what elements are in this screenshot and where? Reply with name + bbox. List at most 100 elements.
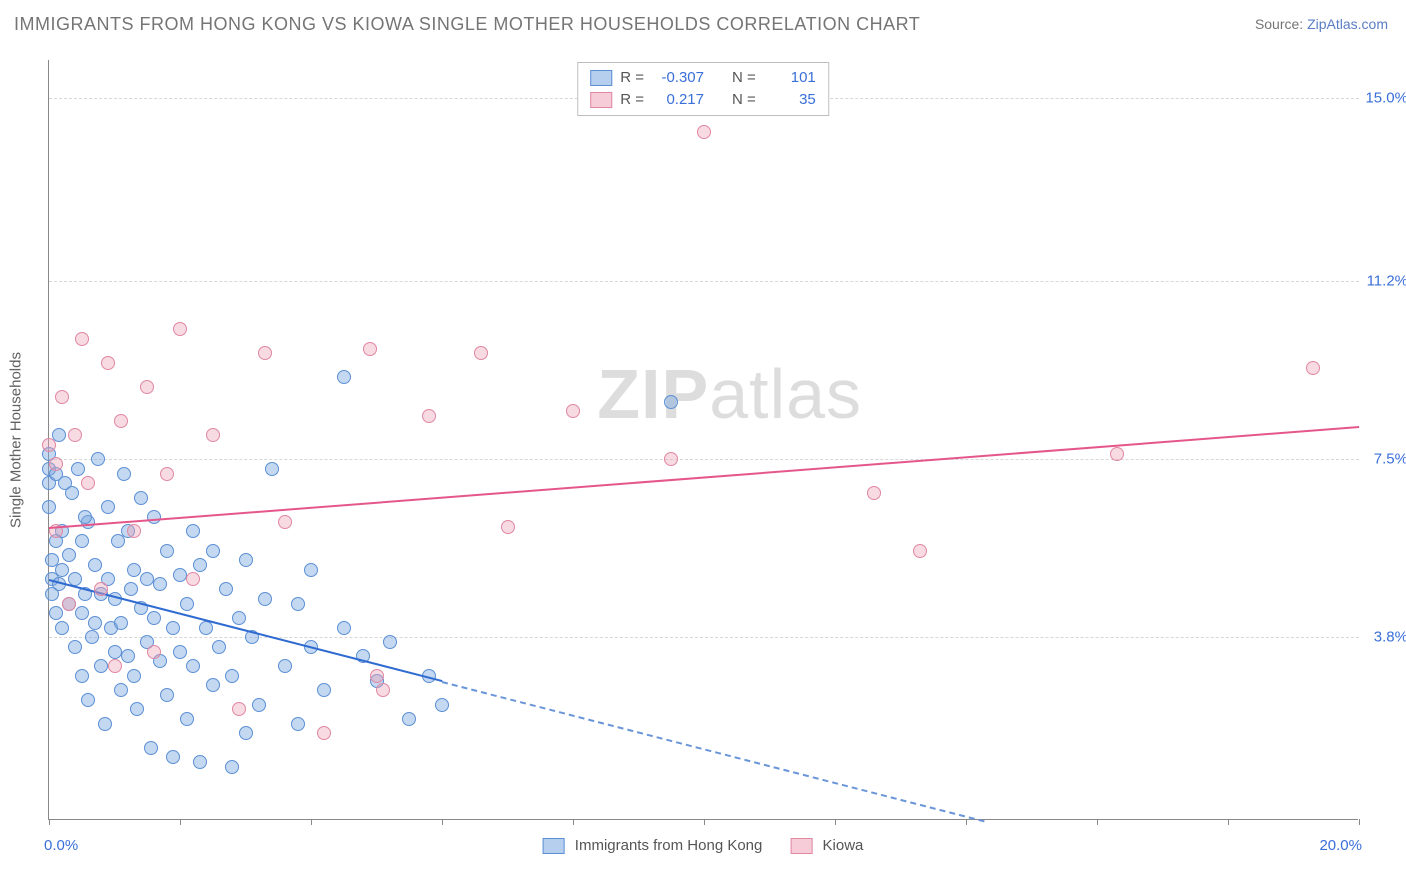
legend-r-label: R = bbox=[620, 67, 644, 89]
legend-swatch-blue bbox=[543, 838, 565, 854]
data-point bbox=[402, 712, 416, 726]
chart-title: IMMIGRANTS FROM HONG KONG VS KIOWA SINGL… bbox=[14, 14, 920, 35]
x-axis-min-label: 0.0% bbox=[44, 837, 78, 854]
data-point bbox=[140, 572, 154, 586]
data-point bbox=[664, 395, 678, 409]
y-tick-label: 7.5% bbox=[1362, 451, 1406, 468]
legend-n-value-1: 101 bbox=[764, 67, 816, 89]
data-point bbox=[291, 717, 305, 731]
data-point bbox=[1306, 361, 1320, 375]
x-axis-max-label: 20.0% bbox=[1319, 837, 1362, 854]
data-point bbox=[212, 640, 226, 654]
data-point bbox=[75, 606, 89, 620]
data-point bbox=[127, 524, 141, 538]
data-point bbox=[153, 577, 167, 591]
data-point bbox=[206, 428, 220, 442]
data-point bbox=[173, 645, 187, 659]
data-point bbox=[173, 568, 187, 582]
watermark: ZIPatlas bbox=[597, 354, 862, 434]
data-point bbox=[108, 645, 122, 659]
x-tick-mark bbox=[835, 819, 836, 825]
legend-n-value-2: 35 bbox=[764, 89, 816, 111]
data-point bbox=[78, 510, 92, 524]
data-point bbox=[160, 544, 174, 558]
x-tick-mark bbox=[1359, 819, 1360, 825]
legend-r-label: R = bbox=[620, 89, 644, 111]
data-point bbox=[114, 683, 128, 697]
data-point bbox=[94, 582, 108, 596]
data-point bbox=[435, 698, 449, 712]
data-point bbox=[147, 645, 161, 659]
legend-swatch-pink bbox=[590, 92, 612, 108]
data-point bbox=[62, 597, 76, 611]
data-point bbox=[206, 544, 220, 558]
data-point bbox=[124, 582, 138, 596]
data-point bbox=[160, 467, 174, 481]
data-point bbox=[160, 688, 174, 702]
source-label: Source: bbox=[1255, 16, 1307, 32]
data-point bbox=[101, 500, 115, 514]
data-point bbox=[88, 616, 102, 630]
x-tick-mark bbox=[1228, 819, 1229, 825]
chart-area: ZIPatlas 3.8%7.5%11.2%15.0% Single Mothe… bbox=[48, 60, 1358, 820]
data-point bbox=[186, 659, 200, 673]
data-point bbox=[94, 659, 108, 673]
data-point bbox=[566, 404, 580, 418]
data-point bbox=[81, 476, 95, 490]
data-point bbox=[913, 544, 927, 558]
data-point bbox=[291, 597, 305, 611]
data-point bbox=[130, 702, 144, 716]
data-point bbox=[49, 457, 63, 471]
source-credit: Source: ZipAtlas.com bbox=[1255, 16, 1388, 32]
data-point bbox=[127, 669, 141, 683]
data-point bbox=[62, 548, 76, 562]
data-point bbox=[363, 342, 377, 356]
data-point bbox=[68, 428, 82, 442]
series-legend: Immigrants from Hong Kong Kiowa bbox=[543, 837, 864, 854]
data-point bbox=[55, 563, 69, 577]
watermark-bold: ZIP bbox=[597, 355, 709, 433]
data-point bbox=[278, 515, 292, 529]
data-point bbox=[127, 563, 141, 577]
x-tick-mark bbox=[1097, 819, 1098, 825]
data-point bbox=[42, 438, 56, 452]
series-name-1: Immigrants from Hong Kong bbox=[575, 837, 763, 854]
data-point bbox=[55, 390, 69, 404]
data-point bbox=[68, 640, 82, 654]
data-point bbox=[91, 452, 105, 466]
data-point bbox=[114, 414, 128, 428]
source-value: ZipAtlas.com bbox=[1307, 16, 1388, 32]
data-point bbox=[186, 524, 200, 538]
gridline bbox=[49, 459, 1359, 460]
data-point bbox=[317, 726, 331, 740]
data-point bbox=[265, 462, 279, 476]
x-tick-mark bbox=[180, 819, 181, 825]
data-point bbox=[65, 486, 79, 500]
data-point bbox=[501, 520, 515, 534]
watermark-light: atlas bbox=[709, 355, 862, 433]
series-legend-item-2: Kiowa bbox=[790, 837, 863, 854]
legend-n-label: N = bbox=[732, 67, 756, 89]
data-point bbox=[278, 659, 292, 673]
data-point bbox=[376, 683, 390, 697]
data-point bbox=[108, 659, 122, 673]
data-point bbox=[258, 592, 272, 606]
data-point bbox=[239, 726, 253, 740]
correlation-legend: R = -0.307 N = 101 R = 0.217 N = 35 bbox=[577, 62, 829, 116]
data-point bbox=[134, 491, 148, 505]
data-point bbox=[219, 582, 233, 596]
x-tick-mark bbox=[311, 819, 312, 825]
data-point bbox=[304, 563, 318, 577]
legend-swatch-pink bbox=[790, 838, 812, 854]
legend-r-value-1: -0.307 bbox=[652, 67, 704, 89]
data-point bbox=[474, 346, 488, 360]
data-point bbox=[166, 621, 180, 635]
data-point bbox=[232, 702, 246, 716]
data-point bbox=[337, 370, 351, 384]
x-tick-mark bbox=[49, 819, 50, 825]
data-point bbox=[166, 750, 180, 764]
y-axis-label: Single Mother Households bbox=[8, 352, 25, 528]
data-point bbox=[173, 322, 187, 336]
x-tick-mark bbox=[573, 819, 574, 825]
data-point bbox=[98, 717, 112, 731]
